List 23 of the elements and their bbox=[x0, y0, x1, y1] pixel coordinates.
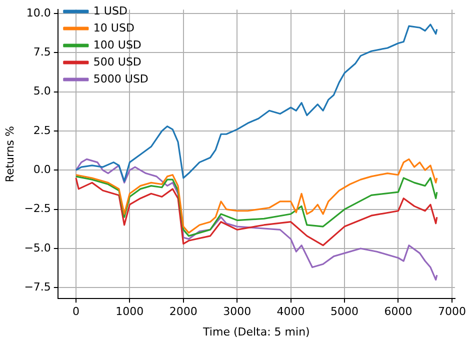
x-tick-label: 7000 bbox=[438, 305, 466, 318]
legend-label: 1 USD bbox=[93, 4, 128, 18]
x-tick-label: 4000 bbox=[276, 305, 305, 318]
legend-label: 500 USD bbox=[93, 55, 142, 68]
y-tick-label: 10.0 bbox=[26, 6, 51, 20]
y-tick-label: 0.0 bbox=[33, 163, 51, 176]
x-tick-label: 3000 bbox=[223, 305, 252, 318]
legend-label: 100 USD bbox=[93, 38, 142, 52]
x-tick-label: 5000 bbox=[330, 305, 359, 318]
y-tick-label: −2.5 bbox=[24, 202, 51, 216]
y-tick-label: 5.0 bbox=[33, 84, 51, 98]
legend-label: 5000 USD bbox=[93, 72, 148, 86]
x-axis-title: Time (Delta: 5 min) bbox=[202, 325, 310, 338]
y-axis-title: Returns % bbox=[3, 126, 16, 182]
legend-label: 10 USD bbox=[93, 21, 134, 34]
y-tick-label: −7.5 bbox=[24, 280, 51, 294]
x-tick-label: 6000 bbox=[384, 305, 412, 318]
y-tick-label: 7.5 bbox=[33, 46, 51, 59]
y-tick-label: 2.5 bbox=[33, 124, 51, 137]
y-tick-label: −5.0 bbox=[24, 241, 51, 254]
x-tick-label: 2000 bbox=[169, 305, 198, 318]
x-tick-label: 1000 bbox=[116, 305, 144, 318]
x-tick-label: 0 bbox=[72, 305, 80, 318]
